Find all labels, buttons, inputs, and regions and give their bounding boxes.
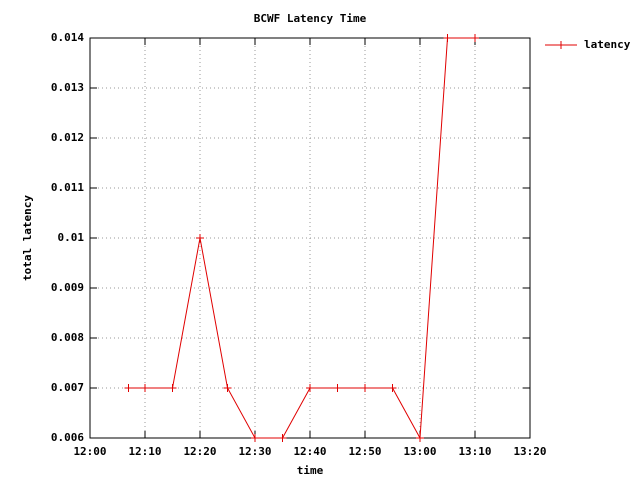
legend-marker: [557, 41, 565, 49]
data-point: [278, 434, 287, 442]
x-tick-label: 12:50: [348, 445, 381, 458]
legend-label: latency: [584, 38, 631, 51]
data-point: [223, 384, 232, 392]
x-tick-label: 13:10: [458, 445, 491, 458]
x-tick-label: 12:30: [238, 445, 271, 458]
y-tick-label: 0.013: [51, 81, 84, 94]
data-point: [388, 384, 397, 392]
x-tick-label: 13:00: [403, 445, 436, 458]
x-tick-label: 12:00: [73, 445, 106, 458]
x-axis-label: time: [297, 464, 324, 477]
data-point: [333, 384, 342, 392]
y-tick-label: 0.006: [51, 431, 84, 444]
data-point: [141, 384, 149, 392]
series-line: [128, 37, 475, 440]
chart-title: BCWF Latency Time: [254, 12, 367, 25]
x-tick-label: 12:40: [293, 445, 326, 458]
y-tick-label: 0.012: [51, 131, 84, 144]
data-point: [251, 434, 259, 442]
data-point: [124, 384, 133, 392]
data-point: [416, 434, 424, 442]
data-point: [443, 34, 452, 42]
x-tick-label: 12:20: [183, 445, 216, 458]
y-tick-label: 0.014: [51, 31, 84, 44]
x-tick-label: 13:20: [513, 445, 546, 458]
data-point: [196, 234, 204, 242]
y-tick-label: 0.009: [51, 281, 84, 294]
y-tick-label: 0.011: [51, 181, 84, 194]
data-point: [361, 384, 369, 392]
plot-frame: [89, 37, 531, 439]
y-axis-label: total latency: [21, 195, 34, 281]
data-point: [471, 34, 479, 42]
y-tick-label: 0.008: [51, 331, 84, 344]
x-tick-label: 12:10: [128, 445, 161, 458]
data-point: [306, 384, 314, 392]
y-tick-label: 0.01: [58, 231, 85, 244]
data-point: [168, 384, 177, 392]
y-tick-label: 0.007: [51, 381, 84, 394]
